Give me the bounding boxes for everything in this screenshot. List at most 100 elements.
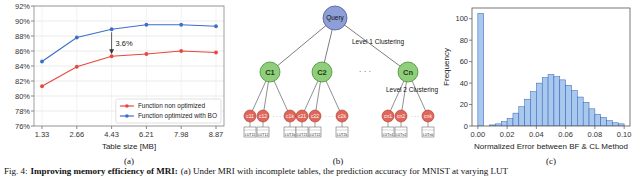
lut-icon-row bbox=[382, 130, 394, 131]
tick bbox=[76, 126, 77, 129]
bar bbox=[478, 13, 484, 126]
query-label: Query bbox=[326, 14, 344, 22]
leaf-node bbox=[284, 110, 296, 122]
tick bbox=[469, 40, 472, 41]
lut-icon-row bbox=[395, 130, 407, 131]
nodes: c11LUT11c12LUT12c1kLUT1k· · ·C1c21LUT21c… bbox=[244, 6, 434, 137]
tick-label: 80 bbox=[460, 36, 468, 45]
legend-label: Function non optimized bbox=[138, 102, 206, 110]
tick-label: 0.06 bbox=[558, 130, 573, 139]
bar bbox=[513, 113, 519, 126]
tick-label: 60 bbox=[460, 57, 468, 66]
query-node bbox=[323, 6, 347, 30]
bar bbox=[554, 77, 560, 126]
lut-icon-row bbox=[309, 130, 321, 131]
caption-heading: Improving memory efficiency of MRI: bbox=[31, 166, 178, 176]
legend: Function non optimized Function optimized… bbox=[116, 99, 221, 123]
leaf-label: c1k bbox=[286, 113, 294, 119]
grid-line bbox=[111, 6, 112, 126]
leaf-node bbox=[309, 110, 321, 122]
lut-icon-row bbox=[244, 130, 256, 131]
annotation: 3.6% bbox=[116, 39, 133, 48]
edge bbox=[342, 122, 343, 127]
leaf-node bbox=[244, 110, 256, 122]
cluster-label: C2 bbox=[317, 68, 327, 77]
plot-frame bbox=[472, 8, 630, 126]
edge bbox=[315, 122, 316, 127]
bar bbox=[507, 118, 513, 126]
leaf-node bbox=[257, 110, 269, 122]
bar bbox=[601, 117, 607, 126]
cluster-node bbox=[312, 62, 332, 82]
figure: 76%78%80%82%84%86%88%90%92%1.332.664.436… bbox=[0, 0, 640, 176]
tick bbox=[536, 126, 537, 129]
ellipsis: · · · bbox=[359, 67, 371, 76]
edge bbox=[335, 18, 408, 72]
leaf-node bbox=[296, 110, 308, 122]
tick bbox=[31, 51, 34, 52]
tick bbox=[469, 61, 472, 62]
point bbox=[110, 27, 114, 31]
lut-icon-row bbox=[422, 130, 434, 131]
point bbox=[214, 24, 218, 28]
edge bbox=[263, 122, 264, 127]
tick bbox=[565, 126, 566, 129]
lut-label: LUT12 bbox=[258, 133, 269, 137]
leaf-label: cnk bbox=[424, 113, 432, 119]
bar bbox=[548, 75, 554, 126]
tick bbox=[31, 21, 34, 22]
tick-label: 8.87 bbox=[209, 130, 224, 139]
edge bbox=[250, 122, 251, 127]
lut-icon bbox=[309, 127, 321, 137]
plot-area bbox=[40, 23, 218, 88]
tick bbox=[111, 126, 112, 129]
leaf-node bbox=[336, 110, 348, 122]
edge bbox=[401, 122, 402, 127]
tick-label: 82% bbox=[15, 77, 30, 86]
lut-icon bbox=[382, 127, 394, 137]
lut-label: LUTn2 bbox=[396, 133, 407, 137]
bar bbox=[566, 85, 572, 126]
legend-label: Function optimized with BO bbox=[138, 112, 217, 120]
point bbox=[145, 52, 149, 56]
bar bbox=[612, 123, 618, 126]
tick-label: 78% bbox=[15, 107, 30, 116]
leaf-label: c21 bbox=[298, 113, 306, 119]
lut-label: LUT1k bbox=[285, 133, 296, 137]
legend-marker bbox=[125, 104, 129, 108]
tick bbox=[31, 66, 34, 67]
lut-icon-row bbox=[296, 130, 308, 131]
panel-label: (a) bbox=[124, 156, 134, 166]
lut-icon-row bbox=[284, 130, 296, 131]
tick bbox=[42, 126, 43, 129]
lut-icon bbox=[422, 127, 434, 137]
ellipsis: · · · bbox=[273, 113, 281, 119]
point bbox=[110, 54, 114, 58]
grid-line bbox=[34, 36, 224, 37]
edge bbox=[290, 122, 291, 127]
bar bbox=[501, 122, 507, 126]
grid-line bbox=[34, 21, 224, 22]
caption: Fig. 4:Improving memory efficiency of MR… bbox=[4, 166, 509, 176]
point bbox=[40, 60, 44, 64]
bar bbox=[560, 80, 566, 126]
tick-label: 0.04 bbox=[529, 130, 544, 139]
ellipsis: · · · bbox=[411, 113, 419, 119]
tick-label: 6.21 bbox=[139, 130, 154, 139]
level-label: Level 2 Clustering bbox=[386, 86, 438, 94]
tick-label: 0.08 bbox=[588, 130, 603, 139]
legend-box bbox=[116, 99, 221, 123]
series-line bbox=[42, 51, 216, 86]
bar bbox=[577, 97, 583, 126]
lut-label: LUTnk bbox=[423, 133, 434, 137]
panel-label: (b) bbox=[333, 156, 344, 166]
tick bbox=[31, 126, 34, 127]
tick-label: 76% bbox=[15, 122, 30, 131]
tick-label: 92% bbox=[15, 2, 30, 11]
tick bbox=[507, 126, 508, 129]
tick bbox=[469, 18, 472, 19]
lut-icon bbox=[395, 127, 407, 137]
lut-icon bbox=[257, 127, 269, 137]
tick-label: 84% bbox=[15, 62, 30, 71]
tick-label: 0 bbox=[464, 122, 468, 131]
